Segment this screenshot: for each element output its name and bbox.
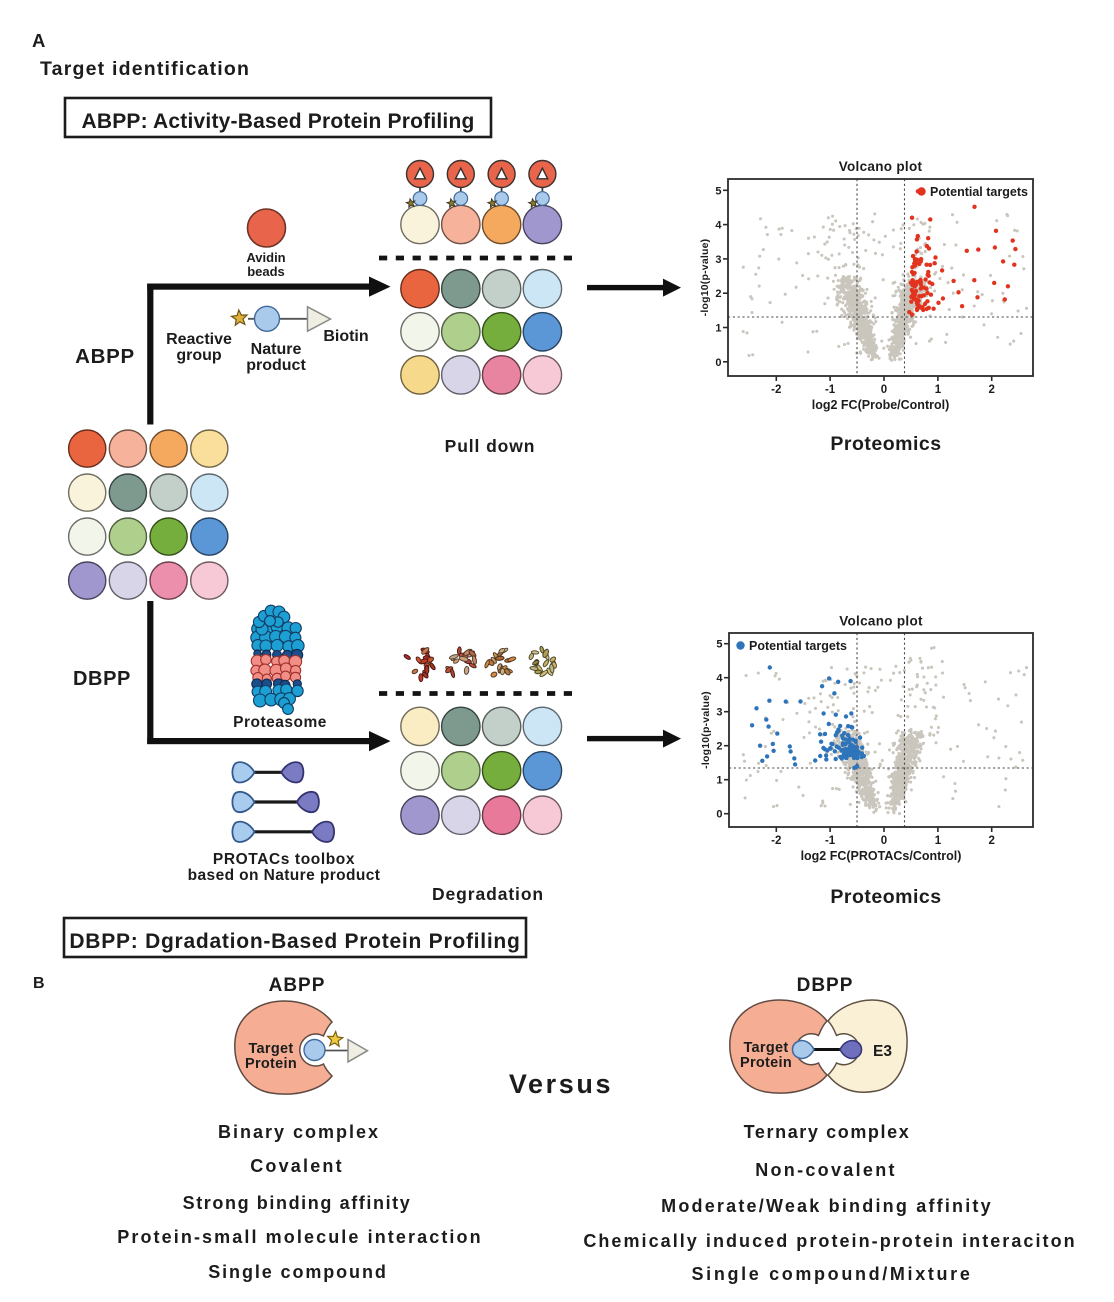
svg-text:Single compound: Single compound	[208, 1262, 388, 1282]
svg-text:-log10(p-value): -log10(p-value)	[700, 691, 712, 769]
svg-text:-1: -1	[825, 384, 836, 396]
svg-text:DBPP: DBPP	[73, 668, 131, 690]
svg-text:Proteomics: Proteomics	[830, 886, 941, 908]
svg-text:2: 2	[988, 384, 994, 396]
svg-text:4: 4	[716, 673, 723, 685]
svg-text:0: 0	[881, 384, 887, 396]
svg-text:Moderate/Weak binding affinity: Moderate/Weak binding affinity	[661, 1196, 993, 1216]
svg-text:Protein-small molecule interac: Protein-small molecule interaction	[117, 1227, 482, 1247]
svg-text:Reactive: Reactive	[166, 331, 232, 348]
svg-text:Ternary complex: Ternary complex	[744, 1122, 911, 1142]
svg-text:Biotin: Biotin	[323, 328, 368, 345]
svg-text:Chemically induced protein-pro: Chemically induced protein-protein inter…	[583, 1231, 1076, 1251]
svg-text:A: A	[32, 30, 45, 51]
svg-text:Pull down: Pull down	[445, 436, 536, 456]
svg-text:-2: -2	[771, 384, 781, 396]
svg-text:5: 5	[716, 639, 722, 651]
svg-text:Avidin: Avidin	[246, 250, 285, 265]
svg-text:Covalent: Covalent	[250, 1156, 344, 1176]
svg-text:Volcano plot: Volcano plot	[839, 159, 923, 174]
svg-text:Volcano plot: Volcano plot	[839, 614, 923, 629]
svg-text:1: 1	[716, 775, 722, 787]
svg-text:DBPP: DBPP	[797, 975, 854, 996]
svg-text:group: group	[176, 347, 222, 364]
svg-text:0: 0	[715, 357, 721, 369]
svg-text:1: 1	[935, 384, 942, 396]
svg-text:DBPP: Dgradation-Based Protein: DBPP: Dgradation-Based Protein Profiling	[69, 930, 520, 953]
svg-text:3: 3	[716, 707, 722, 719]
svg-text:-log10(p-value): -log10(p-value)	[699, 239, 711, 317]
svg-text:Target identification: Target identification	[40, 58, 250, 80]
svg-text:ABPP: ABPP	[269, 975, 326, 996]
svg-text:Proteomics: Proteomics	[830, 433, 941, 455]
svg-text:2: 2	[715, 288, 721, 300]
svg-text:ABPP: ABPP	[75, 345, 135, 368]
svg-text:0: 0	[716, 809, 722, 821]
svg-text:Strong binding affinity: Strong binding affinity	[183, 1193, 412, 1213]
svg-text:0: 0	[881, 835, 887, 847]
svg-text:Potential targets: Potential targets	[749, 639, 847, 653]
svg-text:B: B	[33, 975, 45, 992]
svg-text:3: 3	[715, 254, 721, 266]
svg-text:Protein: Protein	[245, 1056, 297, 1072]
svg-text:Protein: Protein	[740, 1055, 792, 1071]
svg-text:Potential targets: Potential targets	[930, 185, 1028, 199]
svg-text:Single compound/Mixture: Single compound/Mixture	[692, 1264, 973, 1284]
svg-text:Degradation: Degradation	[432, 884, 544, 904]
svg-text:log2 FC(Probe/Control): log2 FC(Probe/Control)	[812, 398, 950, 412]
svg-text:beads: beads	[247, 264, 285, 279]
svg-text:2: 2	[716, 741, 722, 753]
svg-text:-2: -2	[771, 835, 781, 847]
svg-text:ABPP: Activity-Based Protein P: ABPP: Activity-Based Protein Profiling	[81, 110, 474, 133]
svg-text:-1: -1	[825, 835, 836, 847]
svg-text:Nature: Nature	[251, 341, 302, 358]
svg-text:1: 1	[715, 323, 721, 335]
svg-text:PROTACs toolbox: PROTACs toolbox	[213, 851, 355, 868]
svg-text:Target: Target	[743, 1040, 788, 1056]
svg-text:2: 2	[988, 835, 994, 847]
svg-text:product: product	[246, 357, 306, 374]
svg-text:Binary complex: Binary complex	[218, 1122, 380, 1142]
svg-text:Proteasome: Proteasome	[233, 714, 327, 731]
svg-text:based on Nature product: based on Nature product	[188, 867, 381, 884]
svg-text:5: 5	[715, 185, 721, 197]
svg-text:log2 FC(PROTACs/Control): log2 FC(PROTACs/Control)	[801, 849, 962, 863]
svg-text:E3: E3	[873, 1043, 892, 1060]
svg-text:Target: Target	[248, 1041, 293, 1057]
svg-text:1: 1	[935, 835, 942, 847]
svg-text:4: 4	[715, 220, 722, 232]
svg-text:Non-covalent: Non-covalent	[755, 1160, 897, 1180]
svg-text:Versus: Versus	[509, 1069, 613, 1099]
